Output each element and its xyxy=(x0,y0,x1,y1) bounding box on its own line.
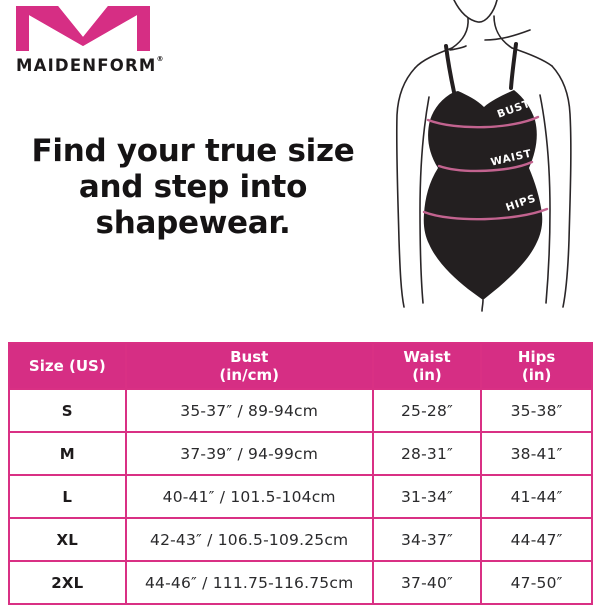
hips-cell: 44-47″ xyxy=(480,517,593,562)
bust-cell: 40-41″ / 101.5-104cm xyxy=(124,474,374,519)
waist-cell: 34-37″ xyxy=(371,517,483,562)
hips-cell: 35-38″ xyxy=(480,388,593,433)
bust-cell: 42-43″ / 106.5-109.25cm xyxy=(124,517,374,562)
brand-logo: MAIDENFORM® xyxy=(16,6,164,76)
trademark-symbol: ® xyxy=(156,55,164,63)
header-waist: Waist (in) xyxy=(371,342,483,390)
header-hips-line2: (in) xyxy=(521,366,552,384)
table-row-2xl: 2XL 44-46″ / 111.75-116.75cm 37-40″ 47-5… xyxy=(8,560,593,605)
header-bust-line1: Bust xyxy=(230,348,269,366)
size-cell: 2XL xyxy=(8,560,127,605)
shapewear-figure-illustration: BUST WAIST HIPS xyxy=(382,0,595,336)
header-row: Size (US) Bust (in/cm) Waist (in) Hips (in) xyxy=(8,342,593,390)
table-row-l: L 40-41″ / 101.5-104cm 31-34″ 41-44″ xyxy=(8,474,593,519)
size-chart-body: S 35-37″ / 89-94cm 25-28″ 35-38″ M 37-39… xyxy=(8,388,593,605)
waist-cell: 25-28″ xyxy=(371,388,483,433)
bust-cell: 44-46″ / 111.75-116.75cm xyxy=(124,560,374,605)
headline-line-2: and step into xyxy=(78,168,308,205)
bodysuit-shape xyxy=(423,90,543,300)
header-hips-line1: Hips xyxy=(517,348,556,366)
hips-line xyxy=(422,207,549,221)
size-cell: L xyxy=(8,474,127,519)
waist-line xyxy=(437,160,534,173)
brand-name-text: MAIDENFORM xyxy=(16,56,157,75)
header-size-line1: Size (US) xyxy=(28,357,106,375)
waist-cell: 37-40″ xyxy=(371,560,483,605)
bust-cell: 37-39″ / 94-99cm xyxy=(124,431,374,476)
brand-name: MAIDENFORM® xyxy=(16,56,164,76)
hips-cell: 38-41″ xyxy=(480,431,593,476)
body-measurement-diagram: BUST WAIST HIPS xyxy=(395,0,572,312)
bust-cell: 35-37″ / 89-94cm xyxy=(124,388,374,433)
maidenform-m-icon xyxy=(16,6,150,51)
waist-cell: 28-31″ xyxy=(371,431,483,476)
headline: Find your true size and step into shapew… xyxy=(0,133,386,242)
size-cell: XL xyxy=(8,517,127,562)
waist-cell: 31-34″ xyxy=(371,474,483,519)
headline-line-3: shapewear. xyxy=(95,204,291,241)
bust-line xyxy=(426,115,540,129)
headline-line-1: Find your true size xyxy=(31,133,355,169)
size-cell: S xyxy=(8,388,127,433)
header-waist-line2: (in) xyxy=(412,366,442,384)
header-bust: Bust (in/cm) xyxy=(124,342,374,390)
size-cell: M xyxy=(8,431,127,476)
header-waist-line1: Waist xyxy=(403,348,451,366)
size-chart-header: Size (US) Bust (in/cm) Waist (in) Hips (in) xyxy=(8,342,593,390)
table-row-s: S 35-37″ / 89-94cm 25-28″ 35-38″ xyxy=(8,388,593,433)
left-strap xyxy=(444,44,456,94)
header-hips: Hips (in) xyxy=(480,342,593,390)
hips-cell: 47-50″ xyxy=(480,560,593,605)
table-row-m: M 37-39″ / 94-99cm 28-31″ 38-41″ xyxy=(8,431,593,476)
header-size: Size (US) xyxy=(8,342,127,390)
table-row-xl: XL 42-43″ / 106.5-109.25cm 34-37″ 44-47″ xyxy=(8,517,593,562)
hips-cell: 41-44″ xyxy=(480,474,593,519)
size-chart-table: Size (US) Bust (in/cm) Waist (in) Hips (in)… xyxy=(8,342,593,605)
right-strap xyxy=(509,42,518,90)
header-bust-line2: (in/cm) xyxy=(219,366,279,384)
